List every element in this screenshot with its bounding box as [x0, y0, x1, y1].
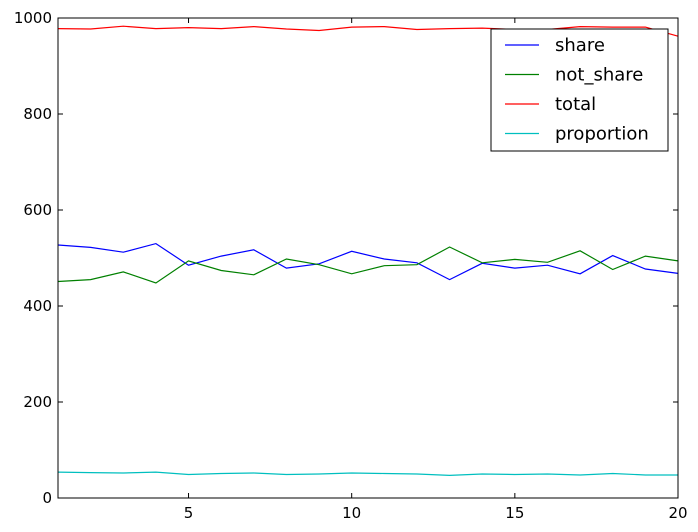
y-tick-label: 1000: [14, 9, 52, 27]
x-tick-label: 20: [668, 504, 687, 522]
series-line-proportion: [57, 471, 678, 477]
y-tick-label: 800: [23, 105, 52, 123]
series-layer: [57, 25, 679, 477]
legend-box: [490, 28, 669, 152]
y-tick-label: 200: [23, 393, 52, 411]
legend-label-share: share: [555, 35, 605, 56]
series-line-total: [57, 25, 679, 37]
series-line-not_share: [57, 246, 679, 284]
legend-label-not_share: not_share: [555, 65, 643, 86]
y-tick-label: 0: [42, 489, 52, 507]
series-line-share: [57, 242, 679, 281]
x-tick-label: 10: [342, 504, 361, 522]
legend-label-proportion: proportion: [555, 124, 649, 145]
legend-label-total: total: [555, 94, 596, 115]
ticks-layer: 0 200 400 600 800 1000 5 10 15 20: [14, 9, 688, 522]
x-tick-label: 15: [505, 504, 524, 522]
x-tick-label: 5: [184, 504, 194, 522]
plot-frame: [57, 17, 679, 499]
y-tick-label: 400: [23, 297, 52, 315]
y-tick-label: 600: [23, 201, 52, 219]
